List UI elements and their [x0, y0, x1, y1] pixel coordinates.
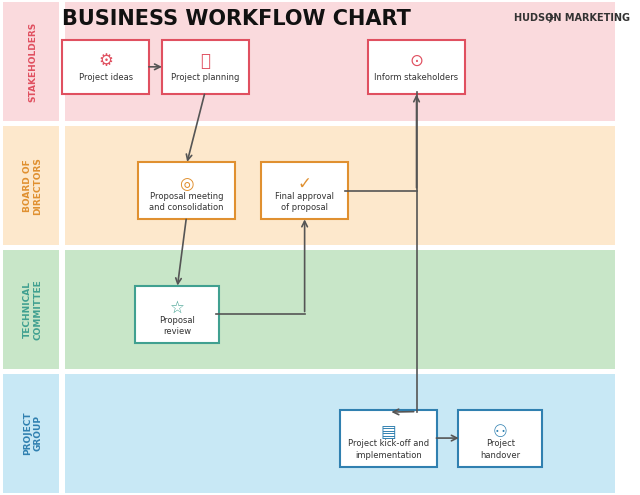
Text: HUDSON MARKETING: HUDSON MARKETING [514, 13, 630, 23]
Text: Proposal meeting
and consolidation: Proposal meeting and consolidation [149, 192, 224, 212]
FancyBboxPatch shape [65, 126, 616, 245]
Text: Project planning: Project planning [171, 73, 239, 82]
FancyBboxPatch shape [138, 162, 235, 219]
Text: TECHNICAL
COMMITTEE: TECHNICAL COMMITTEE [23, 279, 42, 340]
Text: ⚇: ⚇ [493, 423, 508, 441]
Text: ▤: ▤ [381, 423, 396, 441]
Text: Final approval
of proposal: Final approval of proposal [275, 192, 334, 212]
Text: STAKEHOLDERS: STAKEHOLDERS [28, 22, 37, 102]
Text: ◎: ◎ [179, 175, 194, 194]
FancyBboxPatch shape [261, 162, 348, 219]
FancyBboxPatch shape [65, 250, 616, 369]
Text: PROJECT
GROUP: PROJECT GROUP [23, 411, 42, 455]
Text: BUSINESS WORKFLOW CHART: BUSINESS WORKFLOW CHART [62, 9, 411, 29]
FancyBboxPatch shape [458, 410, 543, 466]
FancyBboxPatch shape [3, 126, 59, 245]
FancyBboxPatch shape [135, 286, 219, 343]
FancyBboxPatch shape [65, 374, 616, 493]
Text: Project kick-off and
implementation: Project kick-off and implementation [348, 440, 429, 459]
Text: ✓: ✓ [298, 175, 312, 194]
FancyBboxPatch shape [162, 40, 249, 94]
FancyBboxPatch shape [62, 40, 149, 94]
FancyBboxPatch shape [340, 410, 436, 466]
Text: Project ideas: Project ideas [79, 73, 132, 82]
FancyBboxPatch shape [3, 374, 59, 493]
Text: ⊙: ⊙ [410, 52, 424, 70]
Text: Project
handover: Project handover [481, 440, 520, 459]
Text: Proposal
review: Proposal review [159, 316, 195, 336]
Text: ☆: ☆ [170, 299, 184, 317]
FancyBboxPatch shape [369, 40, 465, 94]
Text: Inform stakeholders: Inform stakeholders [374, 73, 459, 82]
Text: BOARD OF
DIRECTORS: BOARD OF DIRECTORS [23, 157, 42, 214]
FancyBboxPatch shape [3, 2, 59, 121]
Text: ✈: ✈ [545, 11, 556, 25]
Text: ⚙: ⚙ [99, 52, 113, 70]
FancyBboxPatch shape [3, 250, 59, 369]
FancyBboxPatch shape [65, 2, 616, 121]
Text: 📈: 📈 [200, 52, 210, 70]
